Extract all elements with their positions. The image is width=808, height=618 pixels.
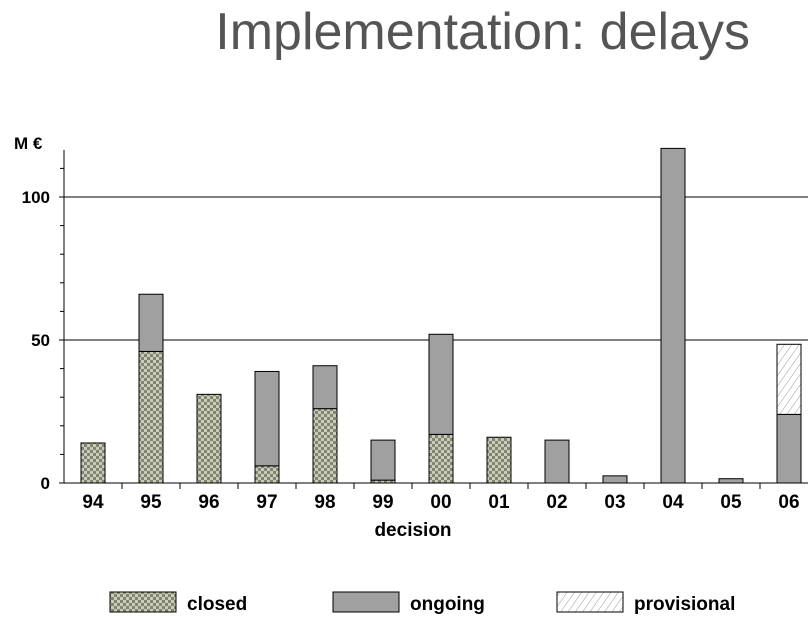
x-tick-label: 02 bbox=[546, 492, 567, 513]
bar-closed-00 bbox=[428, 433, 454, 484]
x-tick-label: 98 bbox=[314, 492, 335, 513]
bar-ongoing-04 bbox=[660, 147, 686, 484]
x-tick-label: 97 bbox=[256, 492, 277, 513]
bar-ongoing-03 bbox=[602, 475, 628, 484]
y-tick-label: 50 bbox=[31, 331, 50, 350]
legend-swatch-ongoing bbox=[332, 591, 400, 613]
slide-title: Implementation: delays bbox=[215, 3, 750, 61]
legend-item-closed: closed bbox=[109, 591, 247, 615]
legend-item-ongoing: ongoing bbox=[332, 591, 485, 615]
bar-closed-95 bbox=[138, 350, 164, 484]
y-tick-label: 100 bbox=[22, 188, 50, 207]
legend-swatch-provisional bbox=[556, 591, 624, 613]
x-tick-label: 00 bbox=[430, 492, 451, 513]
bar-ongoing-05 bbox=[718, 478, 744, 484]
labels: 0 50 100 94 95 96 97 98 99 00 01 02 03 04 05 06 bbox=[22, 188, 800, 513]
legend-swatch-closed bbox=[109, 591, 177, 613]
bars bbox=[80, 147, 802, 484]
bar-closed-97 bbox=[254, 465, 280, 484]
gridlines bbox=[64, 196, 808, 341]
bar-ongoing-02 bbox=[544, 439, 570, 484]
x-tick-label: 04 bbox=[662, 492, 684, 513]
bar-closed-98 bbox=[312, 408, 338, 484]
x-tick-label: 01 bbox=[488, 492, 510, 513]
x-tick-label: 95 bbox=[140, 492, 162, 513]
legend: closed ongoing provisional bbox=[109, 591, 735, 615]
bar-closed-94 bbox=[80, 442, 106, 484]
bar-ongoing-95 bbox=[138, 293, 164, 352]
legend-label-provisional: provisional bbox=[634, 594, 735, 615]
bar-ongoing-97 bbox=[254, 370, 280, 467]
bar-ongoing-06 bbox=[776, 413, 802, 484]
axes bbox=[59, 150, 808, 489]
x-tick-label: 03 bbox=[604, 492, 625, 513]
legend-label-ongoing: ongoing bbox=[410, 594, 485, 615]
x-axis-title: decision bbox=[374, 520, 451, 541]
x-tick-label: 96 bbox=[198, 492, 219, 513]
y-axis-unit-label: M € bbox=[14, 134, 43, 153]
bar-ongoing-98 bbox=[312, 365, 338, 410]
bar-closed-96 bbox=[196, 393, 222, 484]
bar-ongoing-00 bbox=[428, 333, 454, 435]
x-tick-label: 06 bbox=[778, 492, 799, 513]
x-tick-label: 94 bbox=[82, 492, 104, 513]
x-tick-label: 05 bbox=[720, 492, 742, 513]
bar-ongoing-99 bbox=[370, 439, 396, 481]
bar-provisional-06 bbox=[776, 343, 802, 415]
bar-closed-01 bbox=[486, 436, 512, 484]
legend-label-closed: closed bbox=[187, 594, 247, 615]
x-tick-label: 99 bbox=[372, 492, 393, 513]
legend-item-provisional: provisional bbox=[556, 591, 735, 615]
y-tick-label: 0 bbox=[41, 474, 50, 493]
